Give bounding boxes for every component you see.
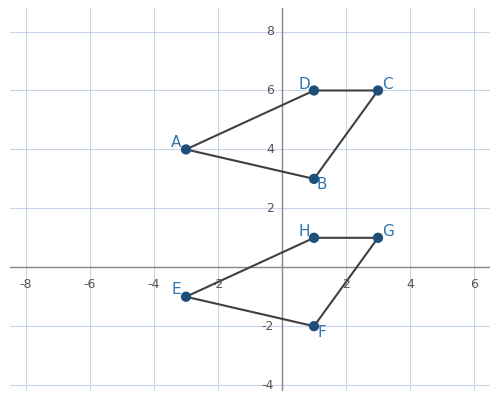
- Text: A: A: [171, 134, 181, 150]
- Text: E: E: [172, 282, 181, 297]
- Text: 6: 6: [266, 84, 274, 97]
- Point: [310, 87, 318, 94]
- Text: F: F: [318, 325, 326, 340]
- Text: -6: -6: [84, 278, 96, 290]
- Text: -2: -2: [262, 320, 274, 333]
- Text: -2: -2: [212, 278, 224, 290]
- Text: 4: 4: [406, 278, 414, 290]
- Point: [374, 235, 382, 241]
- Text: C: C: [382, 77, 393, 92]
- Point: [182, 294, 190, 300]
- Text: 8: 8: [266, 25, 274, 38]
- Point: [182, 146, 190, 152]
- Text: -4: -4: [262, 379, 274, 392]
- Text: H: H: [298, 224, 310, 239]
- Text: -8: -8: [20, 278, 32, 290]
- Text: -4: -4: [148, 278, 160, 290]
- Point: [374, 87, 382, 94]
- Point: [310, 176, 318, 182]
- Text: B: B: [317, 177, 327, 192]
- Text: 2: 2: [266, 202, 274, 215]
- Text: G: G: [382, 224, 394, 239]
- Text: 6: 6: [470, 278, 478, 290]
- Point: [310, 323, 318, 330]
- Text: D: D: [298, 77, 310, 92]
- Point: [310, 235, 318, 241]
- Text: 2: 2: [342, 278, 350, 290]
- Text: 4: 4: [266, 143, 274, 156]
